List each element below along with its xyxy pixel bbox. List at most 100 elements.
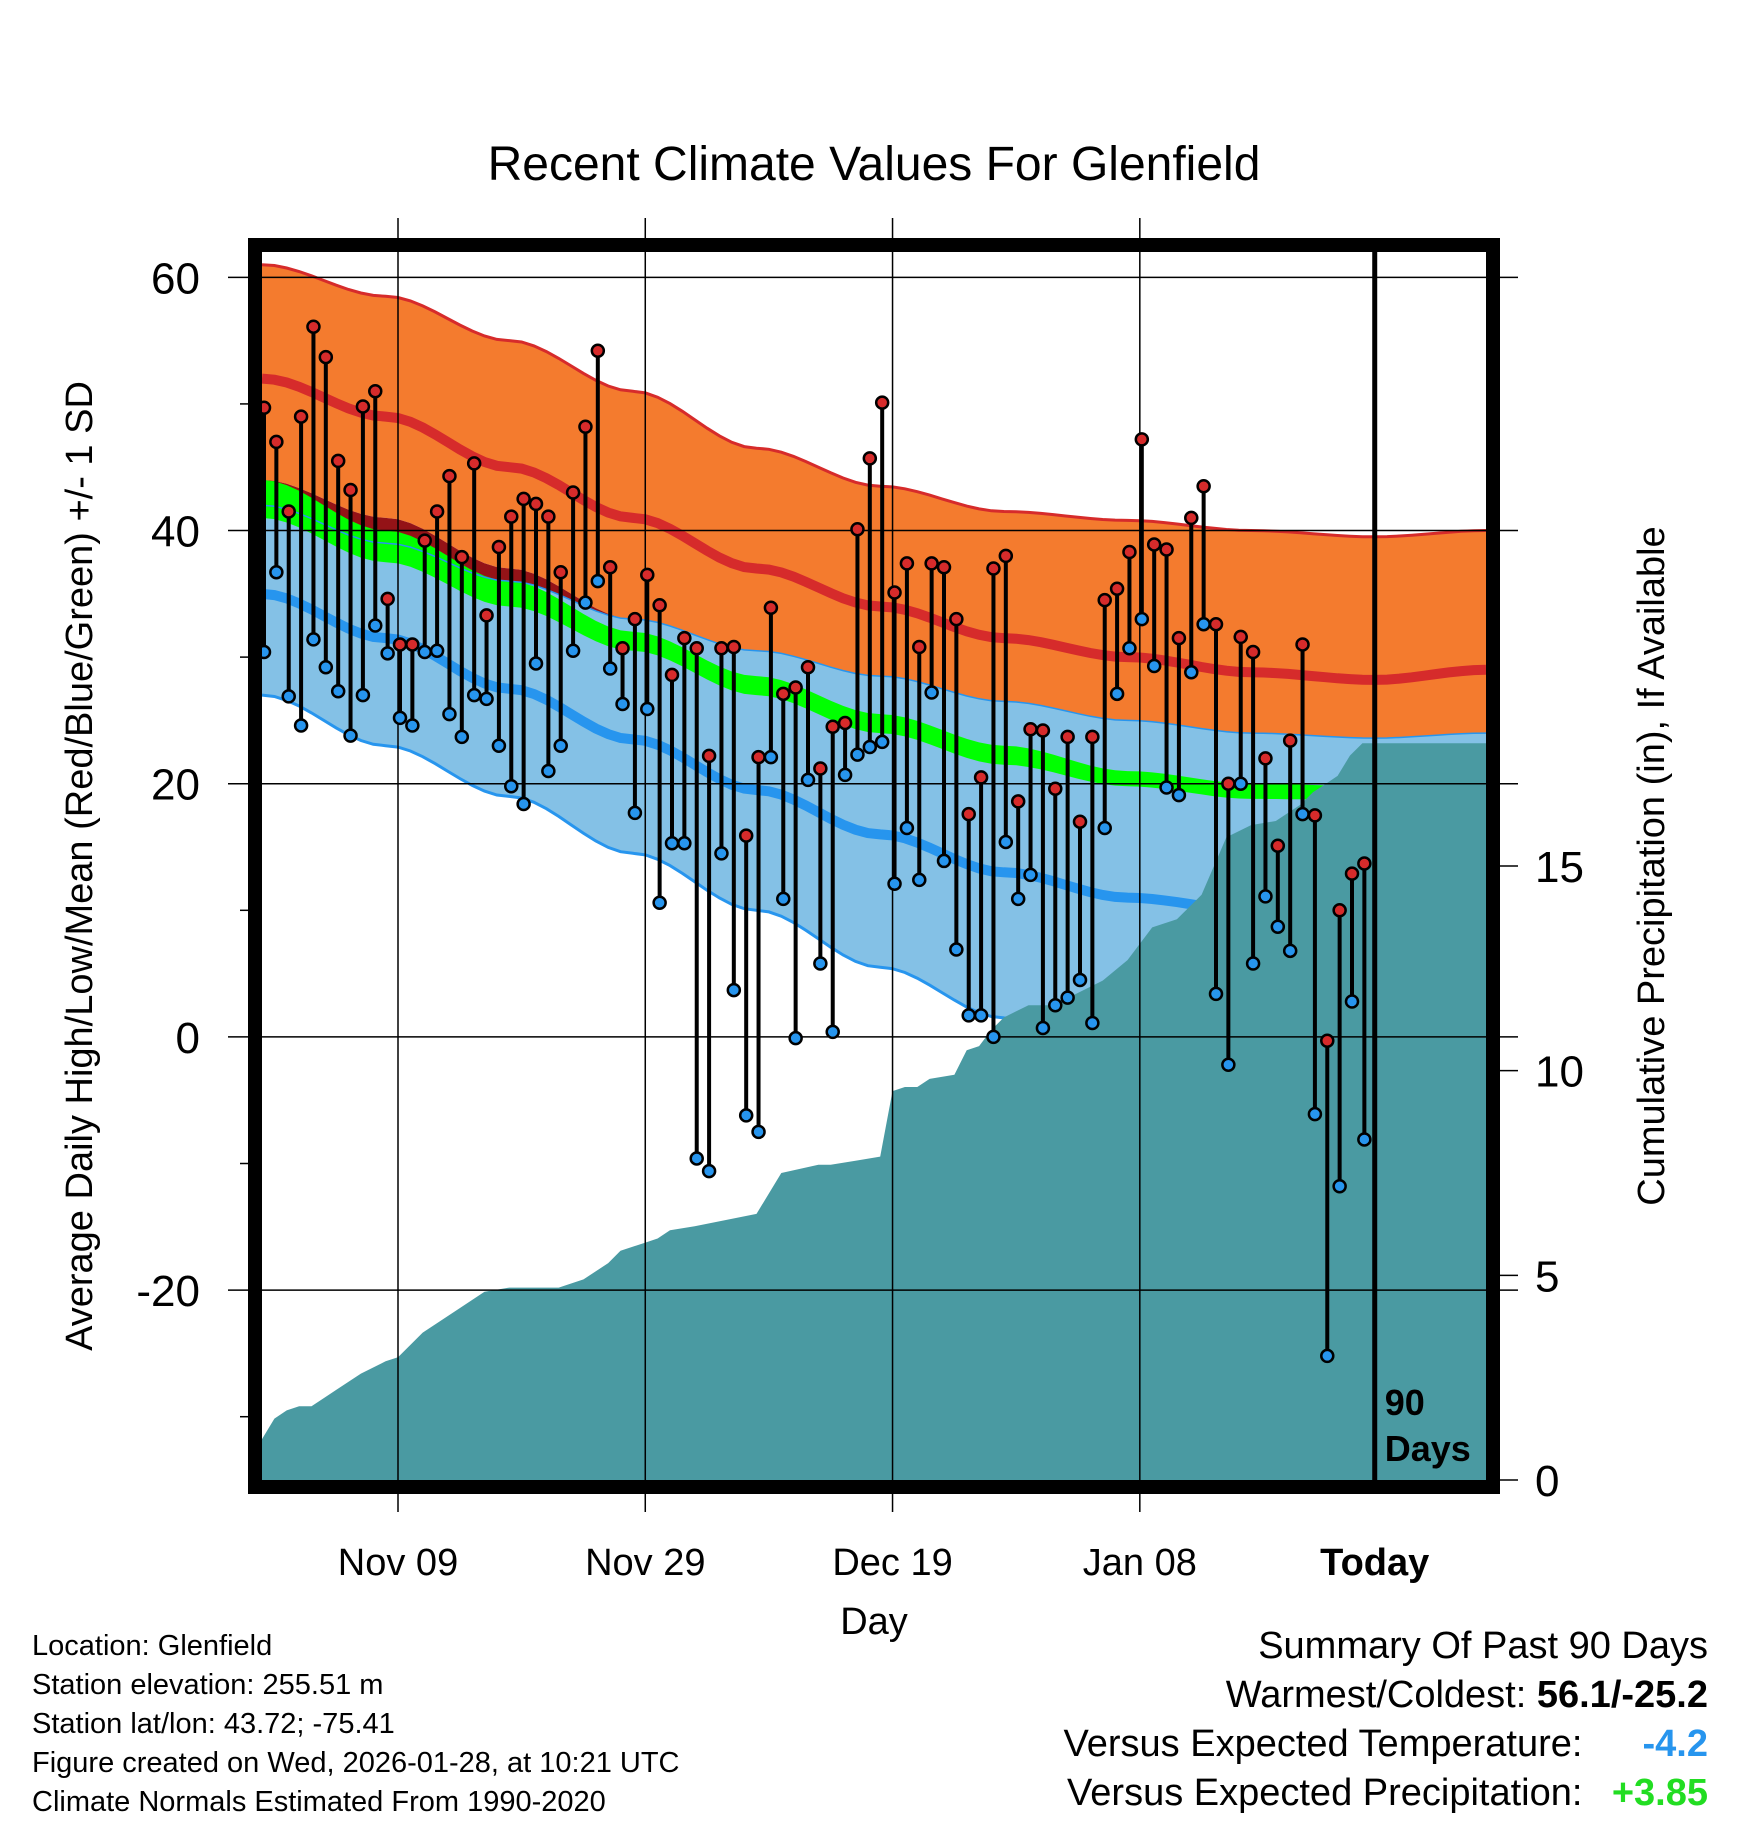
daily-high-dot <box>479 608 494 623</box>
daily-low-dot <box>1048 998 1063 1013</box>
right-tick-label: 5 <box>1535 1252 1559 1301</box>
daily-low-dot <box>763 749 779 765</box>
daily-low-dot <box>590 573 606 589</box>
daily-range-bars <box>256 319 1372 1364</box>
daily-low-dot <box>627 805 643 821</box>
daily-high-dot <box>541 509 556 524</box>
daily-high-dot <box>800 659 816 675</box>
daily-low-dot <box>1010 891 1026 907</box>
daily-high-dot <box>590 343 606 358</box>
daily-low-dot <box>343 728 358 743</box>
right-tick-label: 0 <box>1535 1457 1559 1506</box>
daily-high-dot <box>1085 729 1100 745</box>
x-tick-label: Nov 09 <box>338 1542 458 1584</box>
daily-low-dot <box>813 956 828 971</box>
daily-low-dot <box>998 834 1014 850</box>
daily-high-dot <box>1072 814 1088 829</box>
daily-low-dot <box>986 1029 1001 1045</box>
daily-high-dot <box>788 680 803 695</box>
daily-high-dot <box>1208 616 1224 632</box>
daily-high-dot <box>355 399 371 414</box>
daily-high-dot <box>837 715 853 731</box>
daily-high-dot <box>392 637 408 652</box>
chart-title: Recent Climate Values For Glenfield <box>488 138 1261 191</box>
daily-low-dot <box>689 1151 704 1166</box>
daily-high-dot <box>701 748 717 764</box>
daily-low-dot <box>800 772 816 788</box>
daily-high-dot <box>1320 1033 1335 1048</box>
daily-low-dot <box>912 872 927 888</box>
daily-low-dot <box>677 835 692 851</box>
cumulative-precip-fill <box>262 743 1486 1480</box>
daily-high-dot <box>1282 733 1298 748</box>
daily-low-dot <box>1072 972 1088 988</box>
daily-high-dot <box>1233 629 1248 645</box>
daily-high-dot <box>850 521 865 537</box>
daily-high-dot <box>998 548 1014 564</box>
daily-high-dot <box>862 451 878 466</box>
daily-high-dot <box>1146 537 1162 552</box>
daily-low-dot <box>640 701 655 717</box>
daily-high-dot <box>330 453 346 469</box>
daily-high-dot <box>751 749 766 765</box>
daily-low-dot <box>936 853 952 869</box>
right-tick-label: 10 <box>1535 1048 1584 1097</box>
daily-high-dot <box>442 468 457 484</box>
daily-high-dot <box>578 419 593 434</box>
daily-high-dot <box>738 828 754 843</box>
daily-low-dot <box>355 687 371 703</box>
daily-low-dot <box>528 656 544 671</box>
daily-low-dot <box>751 1124 766 1140</box>
x-tick-label: Dec 19 <box>832 1542 952 1584</box>
daily-low-dot <box>837 767 853 783</box>
daily-low-dot <box>862 739 878 755</box>
daily-low-dot <box>1196 616 1211 632</box>
daily-high-dot <box>1196 478 1211 494</box>
daily-low-dot <box>1344 994 1360 1009</box>
daily-low-dot <box>1233 776 1248 791</box>
daily-low-dot <box>874 734 890 750</box>
daily-high-dot <box>269 434 284 450</box>
daily-low-dot <box>1122 641 1137 656</box>
daily-high-dot <box>689 641 704 656</box>
daily-high-dot <box>1060 729 1075 745</box>
y-tick-label: 20 <box>151 761 200 810</box>
daily-low-dot <box>553 738 568 753</box>
today-annotation-line1: 90 <box>1385 1382 1425 1423</box>
daily-low-dot <box>578 595 593 610</box>
daily-high-dot <box>491 539 507 555</box>
temp-label: Versus Expected Temperature: <box>1063 1723 1583 1765</box>
daily-high-dot <box>986 561 1001 576</box>
daily-low-dot <box>1245 956 1261 971</box>
daily-high-dot <box>714 641 729 656</box>
daily-low-dot <box>887 876 902 891</box>
daily-low-dot <box>924 685 939 700</box>
daily-high-dot <box>368 384 383 399</box>
daily-low-dot <box>405 718 420 733</box>
y-tick-label: 0 <box>176 1014 200 1063</box>
daily-low-dot <box>1320 1348 1335 1364</box>
daily-high-dot <box>602 559 618 575</box>
daily-high-dot <box>1134 432 1150 447</box>
y-axis-label-right: Cumulative Precipitation (in), If Availa… <box>1631 526 1673 1205</box>
daily-low-dot <box>1159 780 1174 795</box>
daily-high-dot <box>1122 544 1137 560</box>
daily-low-dot <box>516 796 531 812</box>
daily-high-dot <box>516 491 531 507</box>
daily-low-dot <box>306 632 321 647</box>
daily-high-dot <box>763 600 779 615</box>
daily-low-dot <box>714 846 729 861</box>
daily-high-dot <box>1023 722 1038 737</box>
daily-high-dot <box>454 549 470 565</box>
daily-high-dot <box>1097 592 1112 608</box>
lower-band-top-edge <box>262 504 1486 739</box>
daily-low-dot <box>491 738 507 753</box>
plot-border <box>248 238 1500 1494</box>
daily-low-dot <box>565 643 581 659</box>
temp-value: -4.2 <box>1642 1723 1708 1765</box>
daily-low-dot <box>1060 990 1075 1005</box>
y-tick-label: -20 <box>136 1267 200 1316</box>
daily-low-dot <box>1146 658 1162 674</box>
daily-high-dot <box>677 630 692 646</box>
daily-low-dot <box>1332 1179 1347 1194</box>
